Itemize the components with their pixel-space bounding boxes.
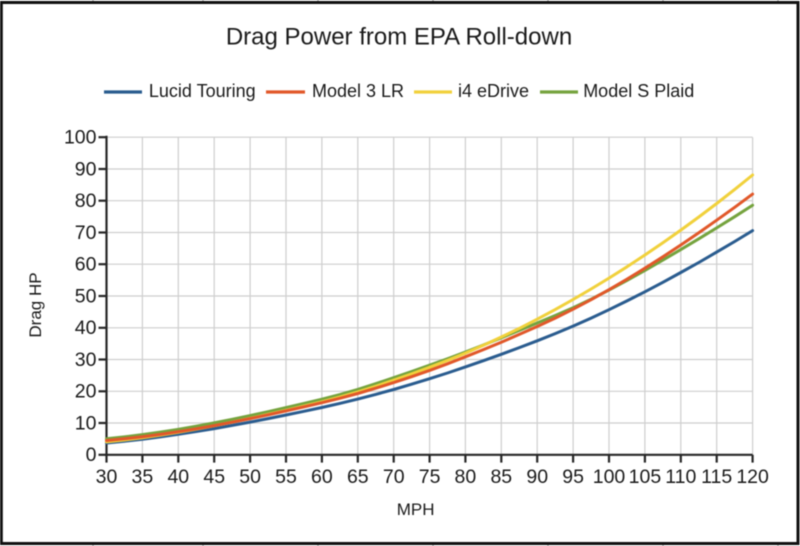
svg-text:MPH: MPH <box>397 500 435 519</box>
svg-text:90: 90 <box>75 158 97 180</box>
svg-text:80: 80 <box>455 466 477 488</box>
svg-text:60: 60 <box>75 254 97 276</box>
svg-text:30: 30 <box>75 349 97 371</box>
svg-text:70: 70 <box>383 466 405 488</box>
svg-text:105: 105 <box>629 466 662 488</box>
svg-text:50: 50 <box>75 285 97 307</box>
svg-text:10: 10 <box>75 412 97 434</box>
svg-text:100: 100 <box>64 127 97 149</box>
svg-text:Drag Power from EPA Roll-down: Drag Power from EPA Roll-down <box>226 24 572 51</box>
svg-text:65: 65 <box>347 466 369 488</box>
svg-text:70: 70 <box>75 222 97 244</box>
svg-text:20: 20 <box>75 381 97 403</box>
svg-text:100: 100 <box>593 466 626 488</box>
svg-text:Lucid Touring: Lucid Touring <box>149 81 256 101</box>
svg-text:Drag HP: Drag HP <box>26 272 45 337</box>
svg-text:30: 30 <box>96 466 118 488</box>
svg-text:115: 115 <box>701 466 732 488</box>
svg-text:55: 55 <box>275 466 297 488</box>
svg-text:40: 40 <box>75 317 97 339</box>
svg-text:35: 35 <box>132 466 154 488</box>
svg-text:i4 eDrive: i4 eDrive <box>458 81 529 101</box>
svg-text:120: 120 <box>736 466 769 488</box>
svg-text:50: 50 <box>239 466 261 488</box>
svg-text:0: 0 <box>86 444 97 466</box>
svg-text:45: 45 <box>203 466 225 488</box>
svg-text:Model S Plaid: Model S Plaid <box>583 81 694 101</box>
svg-text:Model 3 LR: Model 3 LR <box>312 81 404 101</box>
svg-text:95: 95 <box>562 466 584 488</box>
svg-text:80: 80 <box>75 190 97 212</box>
svg-text:40: 40 <box>167 466 189 488</box>
svg-text:85: 85 <box>490 466 512 488</box>
svg-text:75: 75 <box>419 466 441 488</box>
svg-text:90: 90 <box>526 466 548 488</box>
svg-text:110: 110 <box>665 466 696 488</box>
svg-text:60: 60 <box>311 466 333 488</box>
